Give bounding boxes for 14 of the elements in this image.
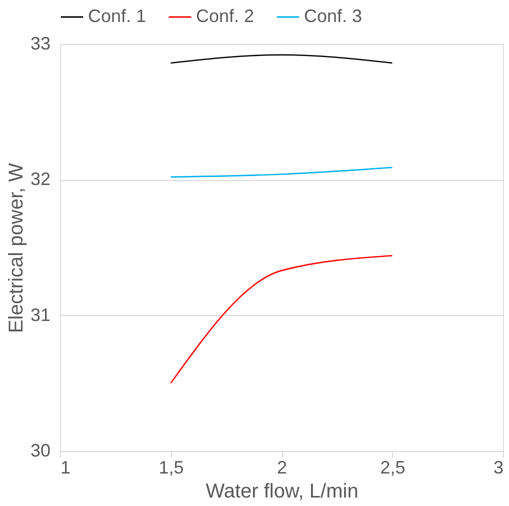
y-tick-label: 32 [30,169,50,190]
x-tick-label: 2,5 [380,458,406,478]
x-axis-title: Water flow, L/min [206,480,358,502]
x-tick-label: 1,5 [158,458,184,478]
x-tick-label: 2 [276,458,288,478]
y-tick-label: 31 [30,304,50,325]
y-tick-label: 33 [30,34,50,54]
legend-label: Conf. 2 [196,6,254,26]
y-tick-label: 30 [30,440,50,460]
x-tick-label: 3 [493,458,504,478]
legend-label: Conf. 1 [88,6,146,26]
y-axis-title: Electrical power, W [5,162,28,334]
x-tick-label: 1 [60,458,71,478]
legend-label: Conf. 3 [304,6,362,26]
